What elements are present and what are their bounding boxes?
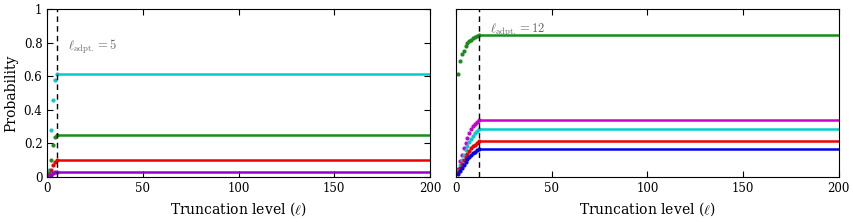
Text: $\ell_{\mathrm{adpt.}} = 5$: $\ell_{\mathrm{adpt.}} = 5$ bbox=[68, 38, 118, 56]
Text: $\ell_{\mathrm{adpt.}} = 12$: $\ell_{\mathrm{adpt.}} = 12$ bbox=[490, 22, 545, 39]
X-axis label: Truncation level ($\ell$): Truncation level ($\ell$) bbox=[171, 200, 306, 218]
Y-axis label: Probability: Probability bbox=[4, 54, 18, 132]
X-axis label: Truncation level ($\ell$): Truncation level ($\ell$) bbox=[578, 200, 715, 218]
